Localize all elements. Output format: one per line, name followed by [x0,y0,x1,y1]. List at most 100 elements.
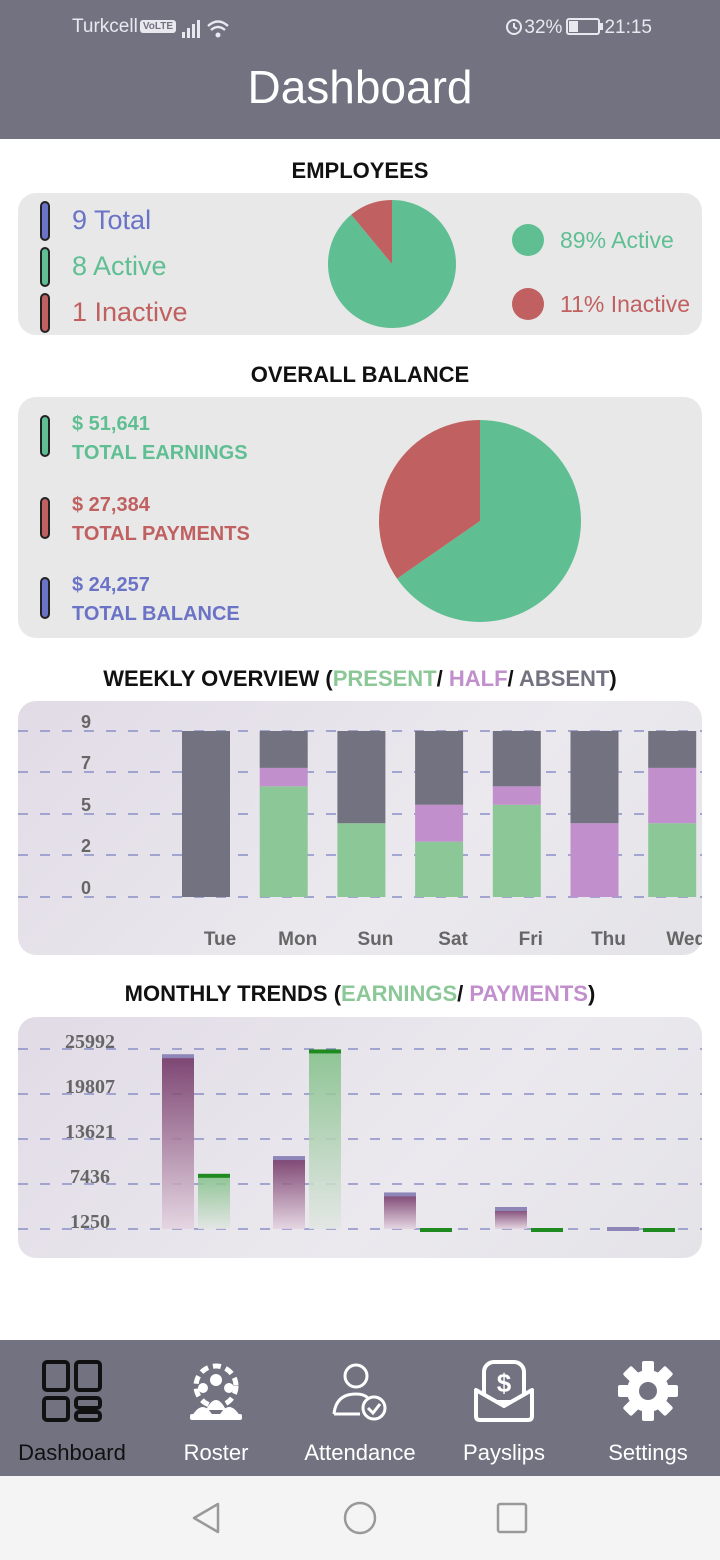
weekly-bar-absent [337,731,386,824]
weekly-bar-present [492,804,541,897]
monthly-bar-payments-cap [607,1227,639,1231]
monthly-bar-earnings-cap [198,1173,230,1178]
monthly-bar-earnings-cap [309,1049,341,1054]
weekly-bar-half [570,823,619,897]
pie-slice-inactive [351,200,392,264]
alarm-icon [506,19,523,35]
svg-text:$: $ [497,1368,512,1398]
bottom-nav: Dashboard Roster Attend [0,1340,720,1476]
monthly-title-close: ) [587,981,596,1006]
employees-active: 8 Active [72,251,167,281]
monthly-bar-earnings [198,1174,230,1229]
weekly-bar-half [648,767,697,824]
weekly-y-tick: 0 [81,878,91,898]
employees-inactive: 1 Inactive [72,297,188,327]
weekly-y-tick: 5 [81,795,91,815]
monthly-title-sep: / [457,981,470,1006]
nav-settings[interactable]: Settings [576,1340,720,1476]
monthly-y-tick: 1250 [70,1211,110,1233]
home-icon[interactable] [342,1500,378,1536]
monthly-bar-payments [495,1208,527,1229]
balance-indicator [40,577,50,619]
earnings-label: TOTAL EARNINGS [72,442,248,464]
weekly-x-label: Wed [666,929,702,950]
nav-attendance[interactable]: Attendance [288,1340,432,1476]
roster-icon [190,1363,242,1420]
weekly-bar-half [492,786,541,805]
weekly-chart-card[interactable]: 9 7 5 2 0 Tue Mon Sun Sat Fri Thu Wed [18,701,706,955]
earnings-indicator [40,415,50,457]
monthly-bar-earnings-cap [531,1228,563,1232]
nav-payslips[interactable]: $ Payslips [432,1340,576,1476]
signal-wifi-icon [182,20,229,38]
monthly-bar-payments-cap [495,1206,527,1211]
weekly-x-label: Fri [519,929,543,950]
active-indicator [40,247,50,287]
employees-pie-chart [328,200,456,328]
weekly-title-present: PRESENT [332,666,437,691]
battery-icon [566,18,604,35]
status-right: 32% 21:15 [504,16,652,39]
monthly-bar-chart: 25992 19807 13621 7436 1250 [18,1031,702,1233]
balance-section-title: OVERALL BALANCE [250,362,470,387]
weekly-title-sep2: / [507,666,519,691]
carrier-label: Turkcell VoLTE [72,16,176,38]
weekly-title-half: HALF [448,666,508,691]
back-icon[interactable] [188,1500,224,1536]
monthly-y-tick: 25992 [65,1031,115,1053]
monthly-bar-payments [384,1194,416,1229]
legend-inactive-dot [512,288,544,320]
monthly-bar-payments [162,1056,194,1229]
weekly-title-sep1: / [436,666,449,691]
monthly-chart-card[interactable]: 25992 19807 13621 7436 1250 [18,1017,702,1258]
system-nav-bar [0,1476,720,1560]
weekly-x-label: Mon [278,929,317,950]
monthly-bar-earnings [309,1050,341,1229]
weekly-bar-absent [259,731,308,768]
dashboard-icon [42,1360,102,1422]
weekly-bar-present [259,786,308,897]
gear-icon [618,1361,678,1421]
nav-roster[interactable]: Roster [144,1340,288,1476]
recents-icon[interactable] [494,1500,530,1536]
legend-inactive: 11% Inactive [560,291,690,317]
weekly-bar-absent [492,731,541,787]
volte-badge: VoLTE [139,20,176,33]
nav-roster-label: Roster [183,1440,249,1465]
page-title: Dashboard [247,61,473,113]
weekly-bar-chart: 9 7 5 2 0 Tue Mon Sun Sat Fri Thu Wed [18,712,706,950]
weekly-bar-absent [182,731,230,897]
monthly-y-tick: 19807 [65,1076,115,1098]
weekly-x-label: Tue [204,929,236,950]
earnings-value: $ 51,641 [72,413,150,435]
monthly-bar-payments [273,1158,305,1229]
weekly-bar-present [648,823,697,897]
employees-card[interactable]: 9 Total 8 Active 1 Inactive 89% Active 1… [18,193,702,335]
payslips-icon: $ [474,1360,534,1422]
carrier-name: Turkcell [72,16,138,37]
balance-card[interactable]: $ 51,641 TOTAL EARNINGS $ 27,384 TOTAL P… [18,397,702,638]
monthly-bar-earnings-cap [643,1228,675,1232]
weekly-section-title: WEEKLY OVERVIEW (PRESENT/ HALF/ ABSENT) [0,666,720,692]
status-bar: Turkcell VoLTE 32% 21:15 [0,16,720,42]
employees-total: 9 Total [72,205,152,235]
weekly-bar-present [337,823,386,897]
monthly-title-main: MONTHLY TRENDS ( [124,981,342,1006]
balance-label: TOTAL BALANCE [72,603,240,625]
monthly-bar-payments-cap [384,1192,416,1197]
legend-active-dot [512,224,544,256]
monthly-bar-earnings-cap [420,1228,452,1232]
monthly-section-title: MONTHLY TRENDS (EARNINGS/ PAYMENTS) [0,981,720,1007]
nav-dashboard[interactable]: Dashboard [0,1340,144,1476]
weekly-bar-half [259,767,308,787]
monthly-bar-payments-cap [162,1054,194,1059]
balance-value: $ 24,257 [72,574,150,596]
inactive-indicator [40,293,50,333]
nav-dashboard-label: Dashboard [18,1440,126,1465]
employees-section-title: EMPLOYEES [291,158,429,183]
weekly-bar-absent [570,731,619,824]
pie-slice-payments [379,420,480,579]
monthly-title-payments: PAYMENTS [469,981,588,1006]
balance-pie-chart [379,420,581,622]
pie-slice-earnings [397,420,581,622]
